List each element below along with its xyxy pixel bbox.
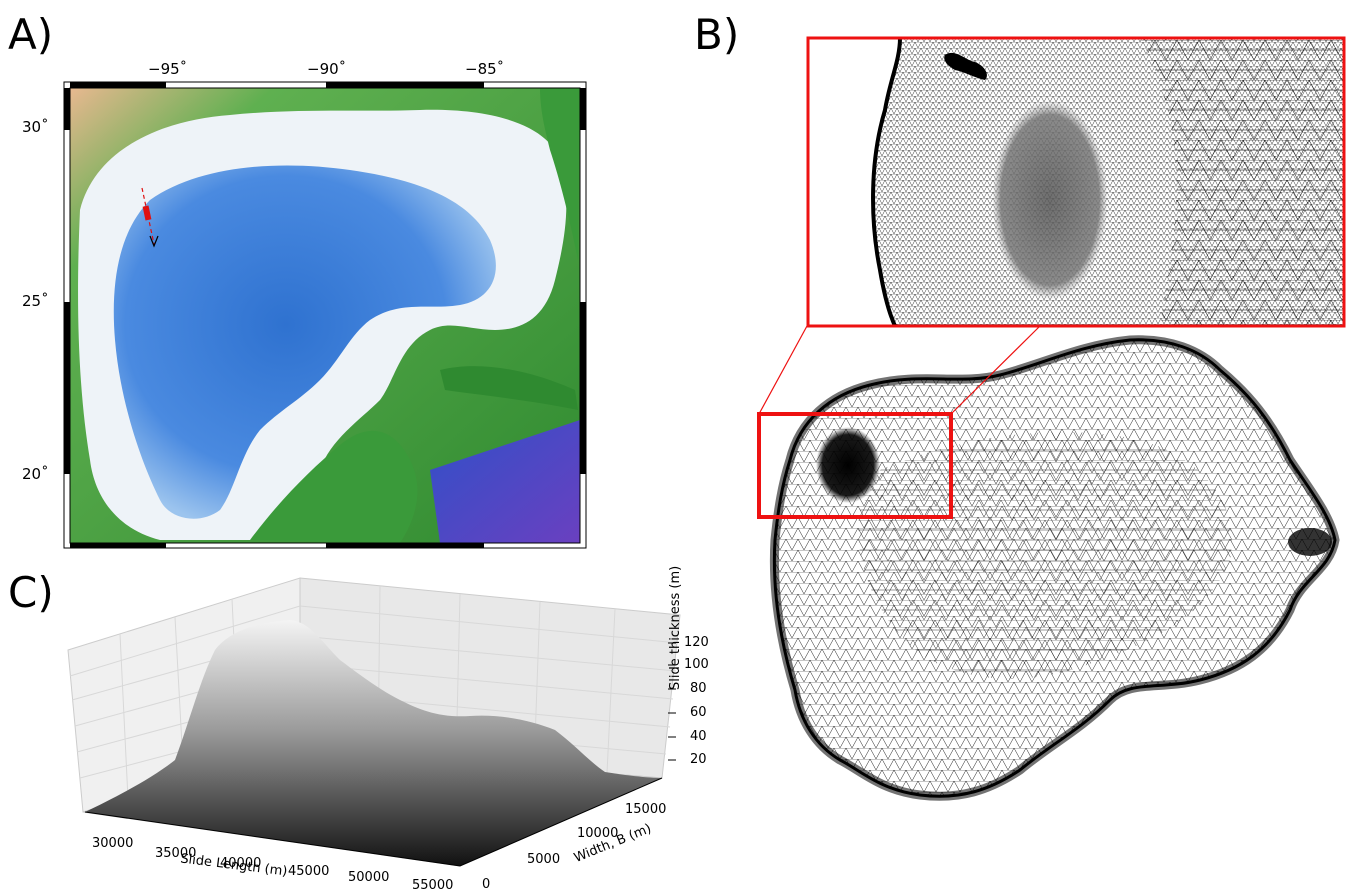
map-ytick-25: 25˚ [22,292,49,310]
panel-b-mesh [757,36,1346,801]
z-tick-120: 120 [684,635,709,650]
map-gulf-shelf [78,109,567,540]
map-florida [540,88,580,260]
panel-label-b: B) [694,10,740,59]
map-yucatan [250,430,418,543]
map-ytick-30: 30˚ [22,118,49,136]
inset-slide-refinement [992,100,1108,300]
y-tick-0: 0 [482,877,491,892]
zoom-connector-right [950,325,1041,415]
x-tick-50000: 50000 [348,870,390,885]
z-tick-40: 40 [690,729,707,744]
slide-track [141,187,155,245]
x-tick-30000: 30000 [92,836,134,851]
map-xtick-90: −90˚ [307,60,347,78]
z-tick-100: 100 [684,657,709,672]
zoom-inset-box [806,36,1346,328]
x-tick-45000: 45000 [288,864,330,879]
map-ytick-20: 20˚ [22,465,49,483]
panel-label-a: A) [8,10,54,59]
y-tick-5000: 5000 [527,852,561,867]
map-cuba [440,366,578,410]
slide-arrow [149,235,159,248]
z-tick-60: 60 [690,705,707,720]
z-tick-20: 20 [690,752,707,767]
map-deep-basin [113,165,496,519]
x-tick-40000: 40000 [220,856,262,871]
map-xtick-95: −95˚ [148,60,188,78]
inset-mesh [873,38,1344,326]
panel-label-c: C) [8,568,54,617]
z-tick-80: 80 [690,681,707,696]
mesh-slide-refinement [816,427,880,503]
zoom-connector-left [758,325,808,415]
thickness-surface [85,620,662,866]
y-tick-15000: 15000 [625,802,667,817]
map-xtick-85: −85˚ [465,60,505,78]
mesh-domain [772,338,1337,798]
map-caribbean-basin [430,420,580,543]
map-land [70,88,580,543]
zoom-source-box [757,412,953,519]
x-tick-55000: 55000 [412,878,454,893]
x-tick-35000: 35000 [155,846,197,861]
z-axis-label: Slide thickness (m) [668,565,683,690]
y-tick-10000: 10000 [577,826,619,841]
panel-c-surface [67,577,681,867]
inset-coast-feature [944,52,987,80]
slide-marker [142,205,152,221]
